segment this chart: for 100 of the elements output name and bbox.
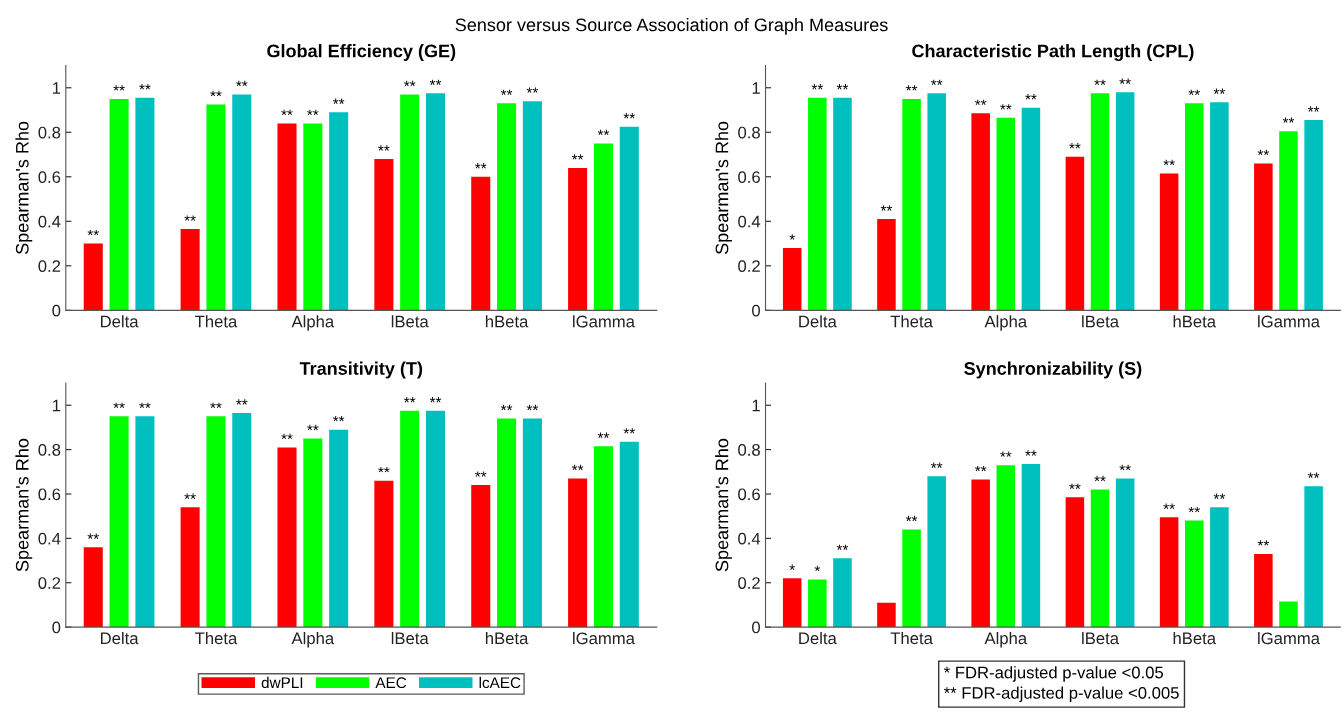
legend-label: AEC xyxy=(375,677,407,689)
data-label: ** xyxy=(1282,117,1295,123)
data-label: ** xyxy=(974,465,987,472)
data-label: ** xyxy=(332,415,345,422)
bar xyxy=(180,507,200,628)
data-label: ** xyxy=(836,544,849,551)
x-tick-label: lBeta xyxy=(391,315,429,328)
bar xyxy=(1115,478,1135,628)
data-label: ** xyxy=(930,79,943,86)
data-label: ** xyxy=(1000,451,1012,457)
y-tick-label: 0.2 xyxy=(738,577,760,589)
x-tick-label: Theta xyxy=(890,631,933,645)
bar xyxy=(109,416,129,628)
bar xyxy=(1021,464,1041,628)
x-tick-label: hBeta xyxy=(485,631,529,645)
data-label: ** xyxy=(1069,483,1081,489)
data-label: ** xyxy=(1307,472,1320,478)
y-tick-label: 0.8 xyxy=(38,444,61,456)
data-label: ** xyxy=(429,397,442,403)
data-label: ** xyxy=(281,109,293,116)
data-label: ** xyxy=(571,154,584,160)
bar xyxy=(927,476,946,628)
bar xyxy=(471,485,491,628)
y-tick-label: 1 xyxy=(52,82,61,94)
bar xyxy=(996,465,1016,628)
y-tick-label: 0 xyxy=(752,304,760,317)
y-tick-label: 0.6 xyxy=(738,488,760,501)
data-label: ** xyxy=(1119,78,1131,84)
data-label: ** xyxy=(87,533,99,539)
x-tick-label: Alpha xyxy=(984,315,1028,331)
bar xyxy=(206,416,226,628)
chart-title: Transitivity (T) xyxy=(299,361,423,379)
data-label: ** xyxy=(1119,464,1131,471)
bar xyxy=(593,143,613,311)
y-tick-label: 0.4 xyxy=(38,532,61,545)
bar xyxy=(497,103,517,311)
data-label: ** xyxy=(87,229,99,236)
bar xyxy=(303,438,323,628)
data-label: ** xyxy=(1000,104,1012,110)
data-label: * xyxy=(814,565,821,572)
data-label: ** xyxy=(880,205,893,211)
bar xyxy=(1184,520,1204,628)
bar xyxy=(206,104,226,311)
data-label: ** xyxy=(1163,159,1175,166)
bar xyxy=(1090,93,1110,311)
x-tick-label: Alpha xyxy=(984,631,1028,648)
bar xyxy=(400,410,420,628)
bar xyxy=(971,113,990,311)
x-tick-label: Delta xyxy=(799,631,837,645)
bar xyxy=(374,480,394,628)
bar xyxy=(329,112,349,311)
data-label: * xyxy=(789,564,795,570)
bar xyxy=(1115,92,1135,311)
data-label: ** xyxy=(113,85,125,91)
data-label: ** xyxy=(1163,503,1175,509)
bar xyxy=(180,229,200,311)
data-label: ** xyxy=(475,471,487,477)
bar xyxy=(902,98,921,311)
data-label: ** xyxy=(905,515,918,522)
y-tick-label: 1 xyxy=(752,399,760,412)
y-tick-label: 0.2 xyxy=(38,260,61,273)
bar xyxy=(1065,497,1085,628)
legend-label: dwPLI xyxy=(261,676,303,689)
x-tick-label: Delta xyxy=(101,315,139,328)
data-label: ** xyxy=(404,397,416,403)
data-label: ** xyxy=(930,462,943,468)
x-tick-label: Alpha xyxy=(291,315,335,331)
y-tick-label: 0.4 xyxy=(738,215,761,228)
bar xyxy=(927,93,946,311)
bar xyxy=(232,413,252,628)
bar xyxy=(522,418,542,628)
x-tick-label: lGamma xyxy=(573,631,635,645)
y-axis-title: Spearman's Rho xyxy=(715,438,732,572)
data-label: ** xyxy=(236,399,248,405)
data-label: ** xyxy=(378,466,390,473)
data-label: ** xyxy=(210,402,222,409)
y-tick-label: 0.4 xyxy=(738,532,761,545)
bar xyxy=(1159,517,1179,628)
data-label: ** xyxy=(184,215,196,221)
data-label: ** xyxy=(113,402,125,409)
y-tick-label: 0.8 xyxy=(38,126,61,139)
data-label: ** xyxy=(1094,475,1106,482)
data-label: ** xyxy=(1094,79,1106,86)
bar xyxy=(782,578,802,628)
bar xyxy=(1279,601,1298,628)
text: ** FDR-adjusted p-value <0.005 xyxy=(943,686,1179,703)
x-tick-label: Theta xyxy=(195,631,238,645)
bar xyxy=(568,167,588,311)
x-tick-label: hBeta xyxy=(485,315,529,328)
bar xyxy=(1184,103,1204,311)
bar xyxy=(83,547,103,628)
data-label: ** xyxy=(307,424,319,431)
data-label: ** xyxy=(1213,88,1226,94)
data-label: ** xyxy=(378,145,390,151)
bar xyxy=(1065,156,1085,311)
bar xyxy=(808,97,827,311)
bar xyxy=(277,447,297,628)
data-label: ** xyxy=(1025,94,1037,100)
chart-title: Synchronizability (S) xyxy=(964,361,1142,379)
y-tick-label: 0.8 xyxy=(738,444,760,456)
